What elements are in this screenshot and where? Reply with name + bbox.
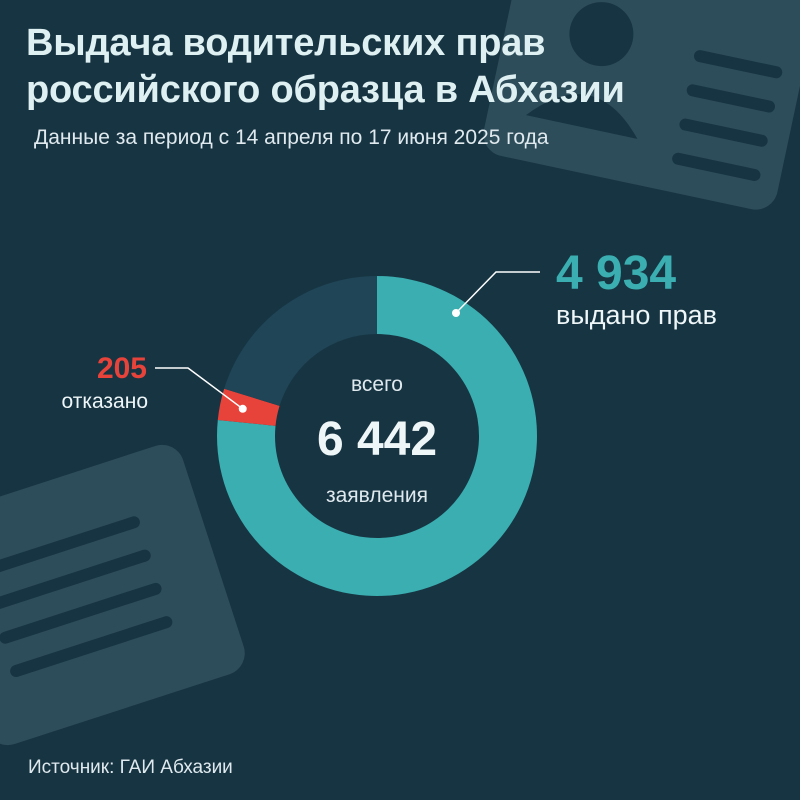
document-card-icon-bottom-left [0, 444, 245, 746]
issued-leader-line [452, 271, 540, 317]
page-title: Выдача водительских прав российского обр… [26, 20, 766, 114]
source-note: Источник: ГАИ Абхазии [28, 757, 233, 778]
title-line-2: российского образца в Абхазии [26, 69, 625, 111]
donut-slice-remaining [224, 276, 377, 406]
issued-value-label: 4 934 [556, 247, 677, 300]
title-line-1: Выдача водительских прав [26, 22, 546, 64]
issued-caption-label: выдано прав [556, 300, 717, 330]
page-subtitle: Данные за период с 14 апреля по 17 июня … [34, 126, 549, 149]
donut-slice-issued [217, 276, 537, 596]
donut-center-total-value: 6 442 [316, 413, 438, 466]
donut-slice-refused [217, 388, 280, 426]
document-card-icon-top-right [483, 0, 800, 210]
refused-leader-line [155, 367, 247, 413]
refused-value-label: 205 [96, 352, 147, 385]
donut-center-top-label: всего [351, 373, 403, 396]
donut-center-bottom-label: заявления [326, 484, 428, 507]
refused-caption-label: отказано [61, 390, 148, 413]
